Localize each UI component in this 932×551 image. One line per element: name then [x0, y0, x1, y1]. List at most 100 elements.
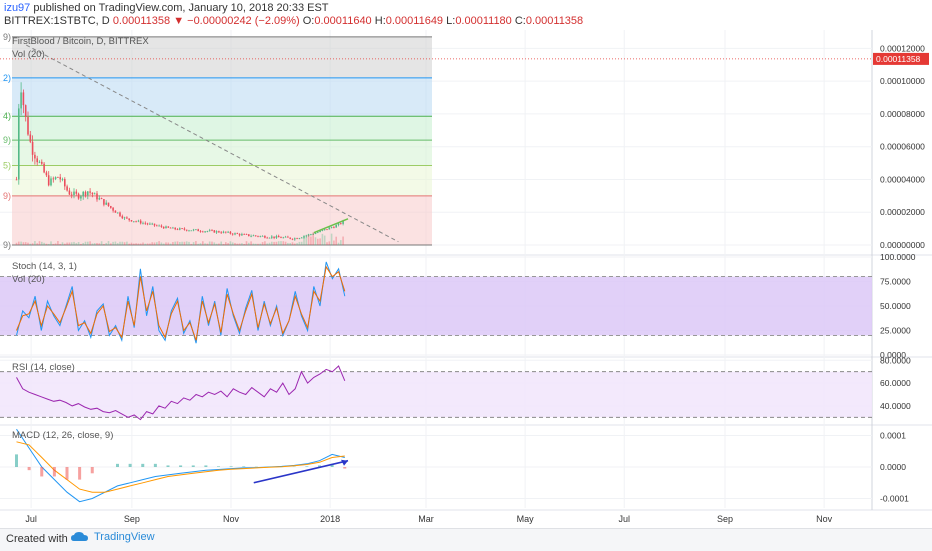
macd-histogram-bar: [15, 454, 18, 467]
open-value: 0.00011640: [314, 15, 371, 27]
macd-histogram-bar: [167, 465, 170, 467]
candle-body: [66, 186, 68, 190]
macd-histogram-bar: [343, 467, 346, 469]
candle-body: [193, 230, 195, 231]
candle-body: [89, 191, 91, 192]
candle-body: [184, 229, 186, 230]
candle-body: [80, 196, 82, 198]
macd-histogram-bar: [154, 464, 157, 467]
volume-bar: [156, 242, 158, 245]
candle-body: [260, 236, 262, 237]
volume-bar: [266, 243, 268, 245]
volume-bar: [105, 243, 107, 245]
volume-bar: [163, 244, 165, 245]
rsi-tick-label: 80.0000: [880, 355, 911, 365]
volume-bar: [202, 241, 204, 245]
x-tick-label: Nov: [223, 514, 240, 524]
fib-zone: [12, 116, 432, 140]
macd-histogram-bar: [66, 467, 69, 480]
volume-bar: [131, 243, 133, 245]
symbol-label[interactable]: BITTREX:1STBTC, D: [4, 15, 110, 27]
candle-body: [135, 221, 137, 222]
volume-bar: [285, 242, 287, 245]
volume-bar: [126, 242, 128, 245]
last-price-tag-label: 0.00011358: [876, 54, 921, 64]
volume-bar: [299, 242, 301, 245]
stoch-tick-label: 100.0000: [880, 252, 916, 262]
fib-zone: [12, 196, 432, 245]
macd-histogram-bar: [204, 465, 207, 467]
volume-bar: [76, 243, 78, 245]
created-with-label: Created with: [6, 533, 68, 545]
candle-body: [204, 231, 206, 232]
candle-body: [76, 192, 78, 194]
volume-bar: [170, 244, 172, 245]
candle-body: [237, 233, 239, 234]
candle-body: [69, 191, 71, 195]
fib-zone: [12, 166, 432, 196]
candle-body: [128, 218, 130, 220]
macd-histogram-bar: [141, 464, 144, 467]
macd-histogram-bar: [217, 466, 220, 467]
candle-body: [140, 221, 142, 224]
volume-bar: [296, 243, 298, 245]
candle-body: [218, 231, 220, 232]
volume-bar: [306, 237, 308, 245]
candle-body: [87, 191, 89, 195]
volume-bar: [71, 242, 73, 245]
volume-bar: [158, 241, 160, 245]
author-link[interactable]: izu97: [4, 2, 30, 14]
volume-bar: [225, 242, 227, 245]
macd-histogram-bar: [129, 464, 132, 467]
volume-bar: [96, 243, 98, 245]
volume-bar: [177, 241, 179, 245]
chart-header: izu97 published on TradingView.com, Janu…: [0, 0, 932, 30]
candle-body: [299, 238, 301, 239]
volume-bar: [181, 242, 183, 245]
tradingview-link[interactable]: TradingView: [70, 531, 155, 543]
volume-bar: [89, 241, 91, 245]
fib-zone: [12, 78, 432, 116]
volume-bar: [195, 241, 197, 245]
candle-body: [172, 228, 174, 229]
candle-body: [133, 221, 135, 222]
candle-body: [170, 228, 172, 229]
candle-body: [64, 179, 66, 186]
candle-body: [174, 228, 176, 230]
candle-body: [105, 203, 107, 205]
candle-body: [50, 178, 52, 185]
candle-body: [168, 226, 170, 227]
volume-bar: [30, 244, 32, 245]
x-tick-label: Sep: [124, 514, 140, 524]
volume-bar: [82, 243, 84, 245]
volume-bar: [186, 241, 188, 245]
volume-bar: [283, 241, 285, 245]
volume-bar: [147, 243, 149, 245]
macd-histogram-bar: [305, 466, 308, 467]
volume-bar: [133, 244, 135, 245]
volume-bar: [151, 242, 153, 245]
candle-body: [197, 229, 199, 231]
volume-bar: [128, 244, 130, 245]
candle-body: [34, 155, 36, 159]
fib-level-label: 5): [3, 161, 11, 171]
volume-bar: [57, 241, 59, 245]
volume-bar: [207, 244, 209, 245]
volume-bar: [317, 239, 319, 245]
volume-bar: [112, 242, 114, 245]
volume-bar: [115, 242, 117, 245]
candle-body: [55, 177, 57, 179]
close-value: 0.00011358: [526, 15, 583, 27]
candle-body: [333, 227, 335, 228]
volume-bar: [94, 243, 96, 245]
stoch-volume-label: Vol (20): [12, 274, 45, 285]
volume-bar: [34, 241, 36, 245]
candle-body: [73, 192, 75, 195]
volume-bar: [310, 237, 312, 245]
volume-bar: [36, 243, 38, 245]
macd-histogram-bar: [192, 465, 195, 467]
rsi-band: [0, 372, 872, 418]
volume-bar: [289, 243, 291, 245]
candle-body: [181, 228, 183, 229]
